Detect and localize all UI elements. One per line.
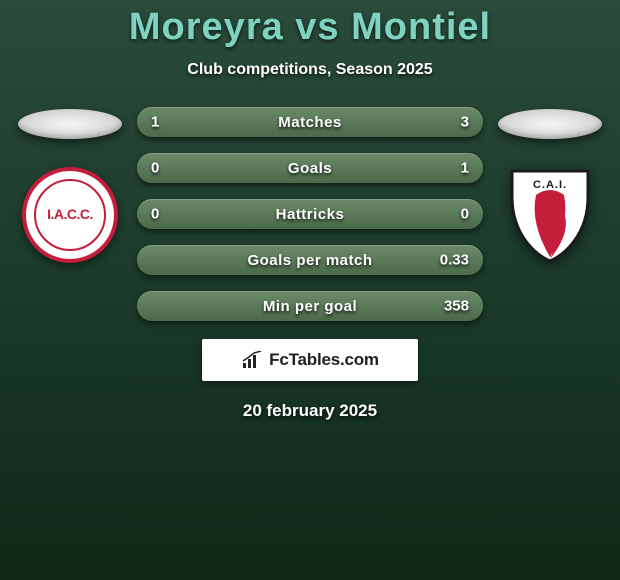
date-label: 20 february 2025 — [243, 401, 377, 421]
stat-row-hattricks: 0 Hattricks 0 — [137, 199, 483, 229]
shield-icon: C.A.I. — [506, 167, 594, 263]
stat-left-value: 0 — [151, 160, 159, 177]
page-title: Moreyra vs Montiel — [129, 6, 491, 49]
stat-label: Goals per match — [247, 252, 372, 269]
stat-left-value: 0 — [151, 206, 159, 223]
stat-row-matches: 1 Matches 3 — [137, 107, 483, 137]
stat-label: Matches — [278, 114, 342, 131]
card-root: Moreyra vs Montiel Club competitions, Se… — [0, 0, 620, 421]
stat-right-value: 358 — [444, 298, 469, 315]
stat-right-value: 1 — [461, 160, 469, 177]
watermark[interactable]: FcTables.com — [202, 339, 418, 381]
stat-row-min-per-goal: Min per goal 358 — [137, 291, 483, 321]
stat-label: Goals — [288, 160, 332, 177]
page-subtitle: Club competitions, Season 2025 — [187, 61, 432, 79]
stat-row-goals-per-match: Goals per match 0.33 — [137, 245, 483, 275]
stat-left-value: 1 — [151, 114, 159, 131]
stat-right-value: 0.33 — [440, 252, 469, 269]
chart-icon — [241, 351, 263, 369]
stat-right-value: 0 — [461, 206, 469, 223]
stat-right-value: 3 — [461, 114, 469, 131]
stats-column: 1 Matches 3 0 Goals 1 0 Hattricks 0 Goal… — [137, 107, 483, 321]
left-team-badge: I.A.C.C. — [22, 167, 118, 263]
stat-row-goals: 0 Goals 1 — [137, 153, 483, 183]
right-badge-text: C.A.I. — [506, 179, 594, 191]
stat-label: Min per goal — [263, 298, 357, 315]
comparison-row: I.A.C.C. 1 Matches 3 0 Goals 1 0 Hattric… — [0, 107, 620, 321]
player-left-photo-placeholder — [18, 109, 122, 139]
left-side: I.A.C.C. — [15, 107, 125, 263]
right-team-badge: C.A.I. — [502, 167, 598, 263]
stat-label: Hattricks — [276, 206, 345, 223]
right-side: C.A.I. — [495, 107, 605, 263]
watermark-text: FcTables.com — [269, 350, 379, 370]
left-badge-text: I.A.C.C. — [47, 206, 93, 222]
player-right-photo-placeholder — [498, 109, 602, 139]
